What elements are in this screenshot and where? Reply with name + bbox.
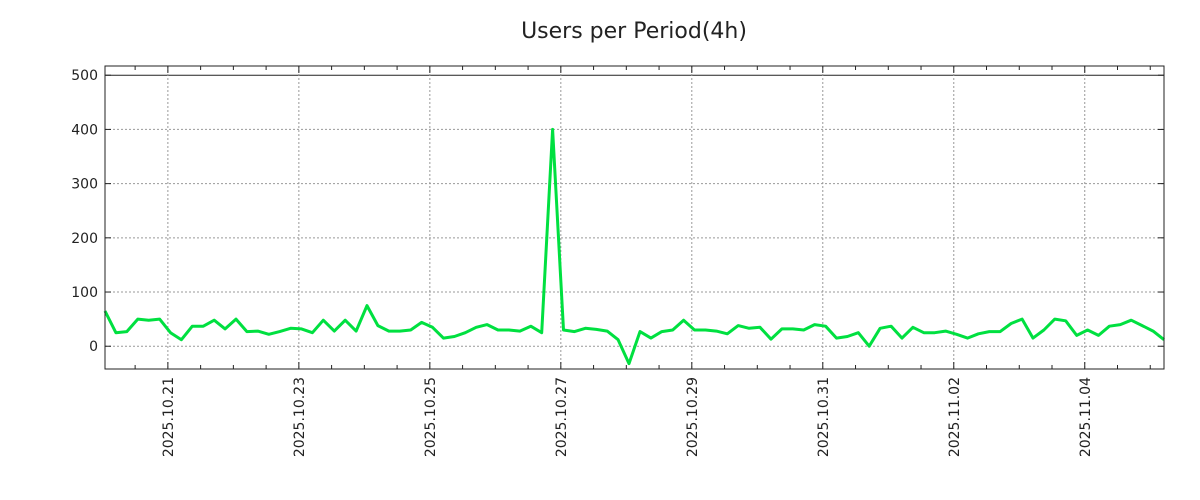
y-tick-label: 200	[71, 231, 98, 247]
plot-frame	[104, 65, 1165, 370]
series-line-users	[103, 127, 1165, 366]
x-tick-label: 2025.10.29	[685, 377, 701, 457]
chart-title: Users per Period(4h)	[521, 19, 747, 44]
grid	[105, 66, 1164, 369]
x-tick-label: 2025.10.25	[423, 377, 439, 457]
ticks: 0 100 200 300 400 500 2025.10.21 2025.10.23 2025…	[71, 66, 1164, 457]
y-tick-label: 500	[71, 68, 98, 84]
x-tick-label: 2025.11.04	[1078, 377, 1094, 457]
x-tick-label: 2025.10.23	[292, 377, 308, 457]
x-tick-label: 2025.10.31	[816, 377, 832, 457]
series	[103, 127, 1165, 366]
x-tick-label: 2025.10.21	[161, 377, 177, 457]
x-tick-label: 2025.11.02	[947, 377, 963, 457]
x-tick-label: 2025.10.27	[554, 377, 570, 457]
y-tick-label: 400	[71, 122, 98, 138]
y-tick-label: 0	[89, 339, 98, 355]
y-tick-label: 100	[71, 285, 98, 301]
y-tick-label: 300	[71, 177, 98, 193]
